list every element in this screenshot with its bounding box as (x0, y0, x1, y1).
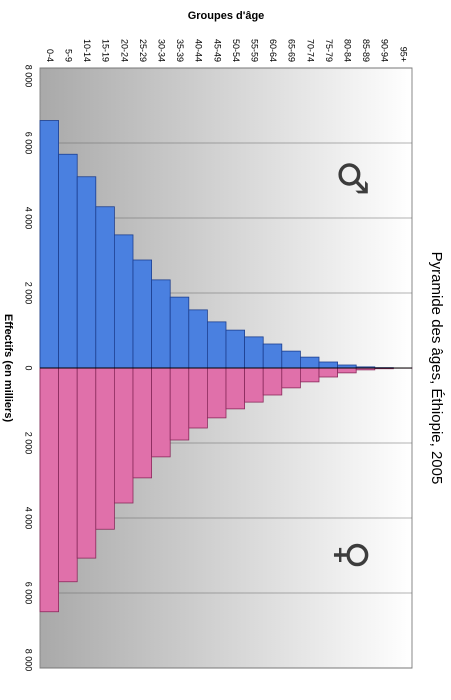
bar (299, 356, 320, 369)
x-tick-label: 10-14 (82, 39, 92, 62)
bar (39, 120, 60, 369)
bar (318, 367, 339, 378)
bar (58, 367, 78, 583)
y-tick-label: 4 000 (24, 207, 34, 230)
x-tick-label: 65-69 (287, 39, 297, 62)
bar (151, 367, 171, 458)
bar (262, 367, 283, 396)
bar (225, 329, 246, 369)
bar (114, 367, 134, 504)
y-tick-label: 2 000 (24, 282, 34, 305)
x-tick-label: 80-84 (343, 39, 353, 62)
x-tick-label: 85-89 (361, 39, 371, 62)
x-tick-label: 60-64 (268, 39, 278, 62)
y-tick-label: 6 000 (24, 132, 34, 155)
x-tick-label: 30-34 (157, 39, 167, 62)
bar (299, 367, 320, 383)
bar (188, 367, 208, 429)
bar (262, 343, 283, 369)
x-tick-label: 25-29 (138, 39, 148, 62)
bar (151, 279, 171, 369)
y-tick-label: 6 000 (24, 582, 34, 605)
bar (318, 361, 339, 369)
bar (169, 296, 190, 369)
bar (206, 321, 227, 369)
bar (132, 259, 153, 369)
bar (95, 367, 115, 530)
y-tick-label: 8 000 (24, 649, 34, 672)
bar (225, 367, 246, 410)
y-tick-label: 2 000 (24, 432, 34, 455)
x-tick-label: 95+ (398, 47, 408, 62)
x-tick-label: 20-24 (119, 39, 129, 62)
bar (114, 234, 134, 369)
bar (281, 367, 301, 389)
bar (76, 367, 97, 559)
bar (39, 367, 60, 613)
x-tick-label: 90-94 (380, 39, 390, 62)
x-tick-label: 35-39 (175, 39, 185, 62)
x-tick-label: 50-54 (231, 39, 241, 62)
x-tick-label: 45-49 (212, 39, 222, 62)
bar (95, 206, 115, 369)
x-tick-label: 5-9 (64, 49, 74, 62)
legend-symbol: ♀ (329, 540, 375, 569)
bar (58, 153, 78, 369)
legend-symbol: ♂ (329, 160, 375, 196)
bar (169, 367, 190, 441)
chart-title: Pyramide des âges, Éthiopie, 2005 (428, 252, 445, 485)
bar (132, 367, 153, 479)
x-tick-label: 55-59 (250, 39, 260, 62)
x-tick-label: 75-79 (324, 39, 334, 62)
x-axis-title: Groupes d'âge (188, 10, 265, 22)
x-tick-label: 15-19 (101, 39, 111, 62)
bar (244, 336, 264, 369)
bar (281, 350, 301, 369)
bar (76, 176, 97, 369)
y-tick-label: 0 (24, 365, 34, 370)
x-tick-label: 40-44 (194, 39, 204, 62)
bar (244, 367, 264, 403)
x-tick-label: 70-74 (305, 39, 315, 62)
y-axis-title: Effectifs (en milliers) (2, 314, 14, 423)
x-tick-label: 0-4 (45, 49, 55, 62)
y-tick-label: 8 000 (24, 65, 34, 88)
bar (188, 309, 208, 369)
bar (206, 367, 227, 419)
y-tick-label: 4 000 (24, 507, 34, 530)
bar (337, 367, 357, 374)
